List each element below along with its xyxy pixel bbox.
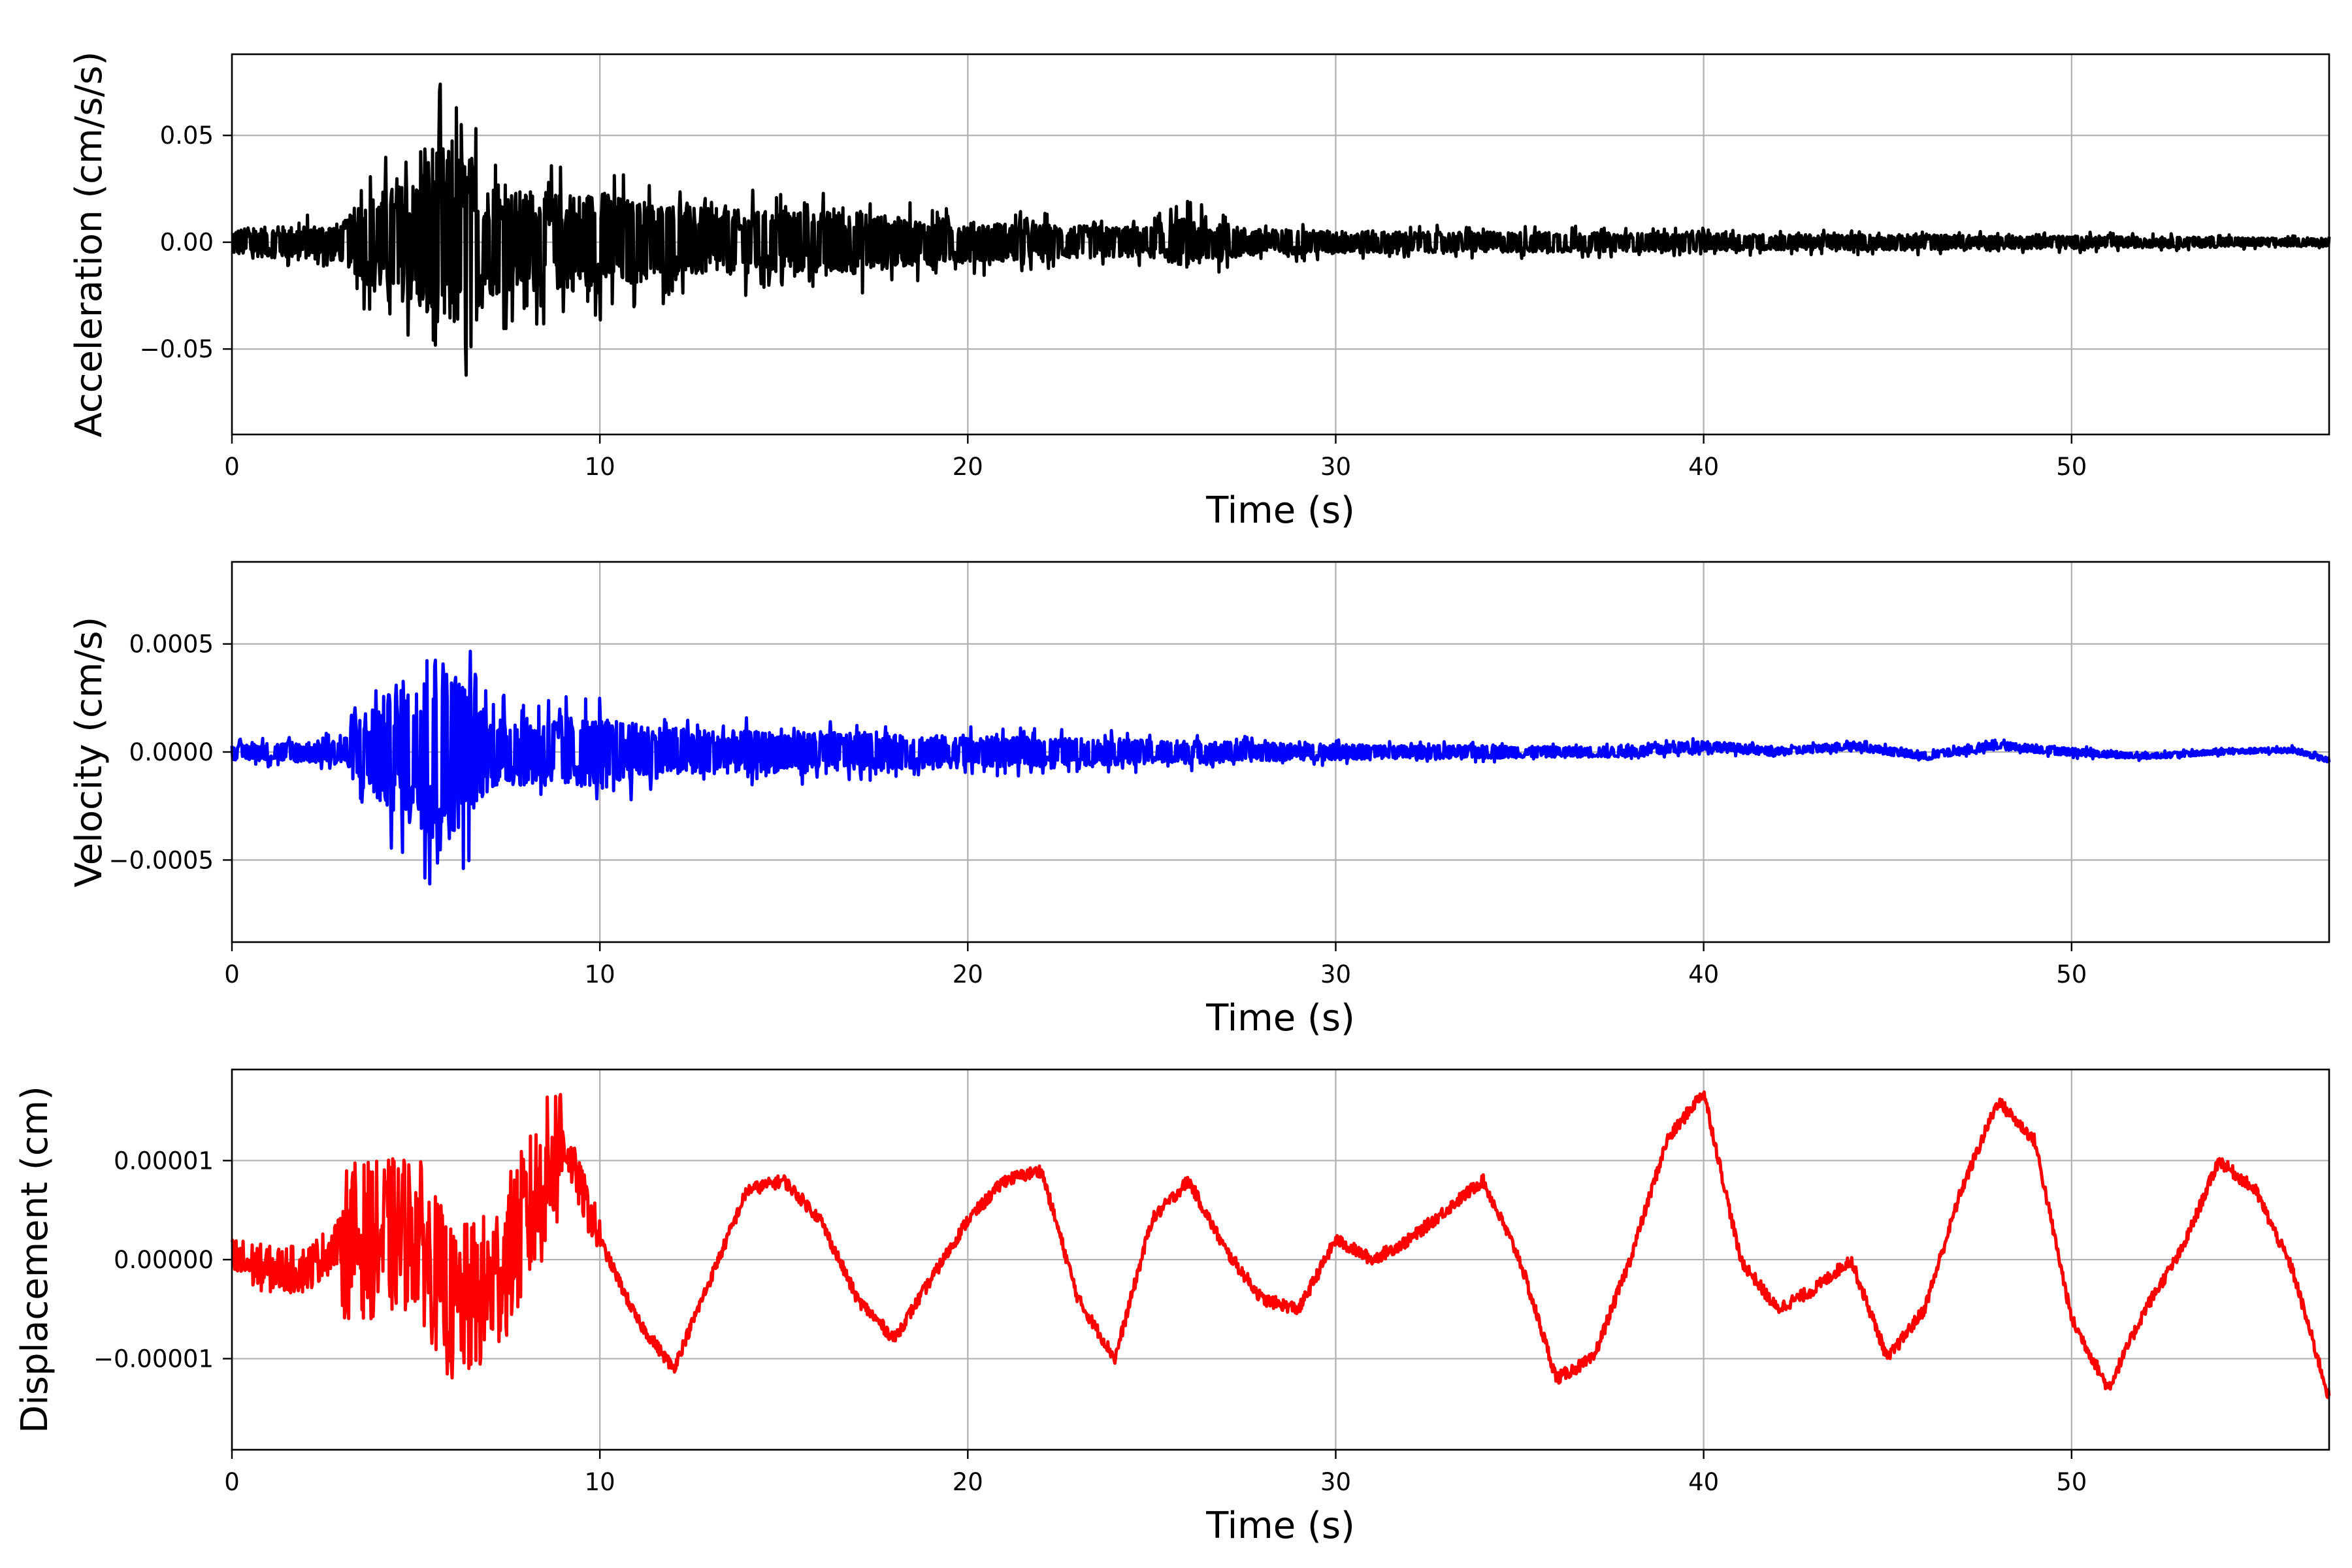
x-axis-label: Time (s) <box>1205 489 1355 532</box>
velocity-panel: 0 10 20 30 40 50 −0.0005 0.0000 0.0005 Time (s) Ve… <box>68 561 2331 1039</box>
acceleration-panel: 0 10 20 30 40 50 −0.05 0.00 0.05 Time (s) Accelera… <box>68 52 2331 532</box>
x-tick-label: 20 <box>953 453 983 481</box>
x-tick-label: 10 <box>585 453 615 481</box>
y-tick-label: −0.00001 <box>93 1345 214 1373</box>
x-tick-label: 40 <box>1688 453 1719 481</box>
x-tick-label: 10 <box>585 1468 615 1496</box>
displacement-series-line <box>230 1090 2331 1399</box>
x-tick-label: 20 <box>953 1468 983 1496</box>
y-tick-label: 0.0005 <box>129 630 214 659</box>
y-tick-label: 0.00001 <box>114 1147 214 1175</box>
y-tick-label: −0.05 <box>140 335 214 363</box>
displacement-panel: 0 10 20 30 40 50 −0.00001 0.00000 0.00001 Time (s… <box>14 1068 2331 1547</box>
x-tick-label: 30 <box>1320 453 1351 481</box>
x-tick-label: 50 <box>2056 1468 2087 1496</box>
x-tick-label: 0 <box>224 960 240 988</box>
y-tick-label: 0.05 <box>160 122 214 150</box>
acceleration-series-line <box>231 82 2331 377</box>
y-tick-label: 0.00000 <box>114 1246 214 1274</box>
x-tick-label: 0 <box>224 1468 240 1496</box>
x-axis-label: Time (s) <box>1205 1505 1355 1547</box>
x-tick-label: 50 <box>2056 453 2087 481</box>
x-tick-label: 50 <box>2056 960 2087 988</box>
y-axis-label: Displacement (cm) <box>14 1086 56 1433</box>
y-tick-label: 0.0000 <box>129 738 214 766</box>
y-axis-label: Velocity (cm/s) <box>68 617 110 888</box>
x-tick-label: 30 <box>1320 960 1351 988</box>
x-tick-label: 30 <box>1320 1468 1351 1496</box>
y-axis-label: Acceleration (cm/s/s) <box>68 52 110 438</box>
x-tick-label: 40 <box>1688 960 1719 988</box>
x-tick-label: 40 <box>1688 1468 1719 1496</box>
x-tick-label: 10 <box>585 960 615 988</box>
y-tick-label: 0.00 <box>160 229 214 257</box>
axes-frame <box>231 53 2330 436</box>
x-tick-label: 0 <box>224 453 240 481</box>
velocity-series-line <box>230 649 2331 886</box>
x-tick-label: 20 <box>953 960 983 988</box>
x-axis-label: Time (s) <box>1205 997 1355 1039</box>
y-tick-label: −0.0005 <box>109 846 214 874</box>
